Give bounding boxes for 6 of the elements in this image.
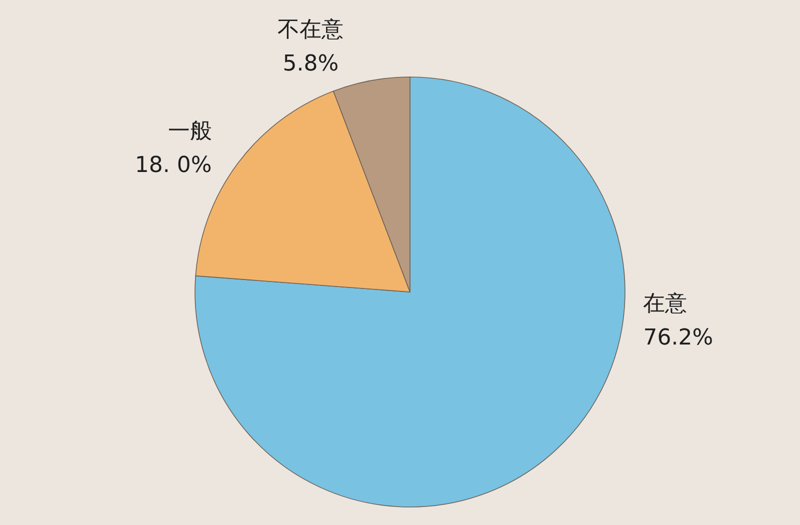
data-label: 18. 0% xyxy=(134,152,212,178)
slice-label: 不在意 xyxy=(278,17,344,42)
data-label: 76.2% xyxy=(643,326,714,351)
data-label: 5.8% xyxy=(282,51,339,76)
slice-label: 一般 xyxy=(168,118,212,144)
slice-label: 在意 xyxy=(643,292,688,317)
